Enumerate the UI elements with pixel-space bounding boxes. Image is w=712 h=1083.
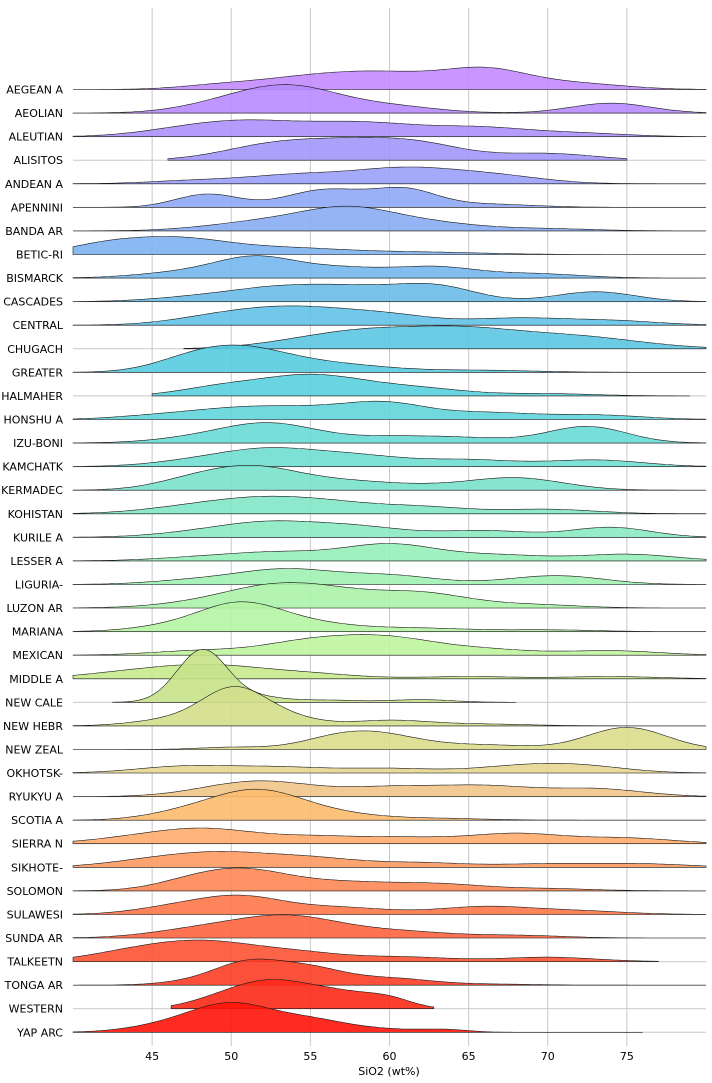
category-label: ALEUTIAN [9, 131, 63, 144]
category-label: LIGURIA- [15, 578, 63, 591]
category-label: BETIC-RI [16, 248, 63, 261]
category-label: MEXICAN [12, 649, 63, 662]
ridge-aegean-a [73, 66, 707, 90]
ridge-kohistan [72, 495, 707, 515]
ridge-betic-ri [72, 236, 706, 255]
ridge-greater [72, 344, 706, 373]
ridge-bismarck [72, 255, 706, 279]
category-label: RYUKYU A [9, 791, 64, 804]
category-label: CHUGACH [7, 343, 63, 356]
ridges [72, 66, 707, 1033]
category-label: KAMCHATK [2, 461, 63, 474]
category-label: TONGA AR [4, 979, 64, 992]
ridge-apennini [73, 187, 706, 208]
ridge-kermadec [72, 465, 706, 491]
category-label: SULAWESI [7, 908, 63, 921]
ridge-luzon-ar [72, 582, 706, 609]
category-label: SIKHOTE- [11, 861, 63, 874]
category-label: SUNDA AR [5, 932, 63, 945]
category-label: APENNINI [11, 201, 63, 214]
ridge-scotia-a [72, 788, 706, 821]
ridge-honshu-a [72, 400, 707, 420]
ridge-banda-ar [73, 205, 706, 232]
ridge-sierra-n [72, 827, 707, 844]
category-label: AEOLIAN [15, 107, 63, 120]
ridge-talkeetn [72, 939, 659, 962]
ridge-kamchatk [72, 447, 707, 467]
category-label: HALMAHER [1, 390, 63, 403]
ridge-chugach [183, 325, 707, 350]
ridge-western [170, 979, 435, 1009]
x-tick-label: 45 [145, 1050, 159, 1063]
x-axis-label: SiO2 (wt%) [358, 1065, 420, 1078]
category-label: NEW HEBR [3, 720, 63, 733]
category-label: KOHISTAN [8, 508, 63, 521]
x-axis-ticks: 45 50 55 60 65 70 75 [145, 1050, 634, 1063]
ridge-new-cale [112, 648, 517, 703]
ridge-aeolian [72, 84, 707, 114]
ridge-new-hebr [72, 686, 706, 727]
ridge-solomon [72, 867, 706, 892]
category-label: SOLOMON [7, 885, 63, 898]
ridge-sunda-ar [72, 914, 706, 939]
category-label: CASCADES [3, 296, 63, 309]
category-label: MIDDLE A [9, 673, 63, 686]
ridge-aleutian [72, 119, 707, 137]
ridge-liguria [72, 568, 707, 585]
category-label: ALISITOS [14, 154, 64, 167]
x-tick-label: 70 [541, 1050, 555, 1063]
ridge-halmaher [151, 373, 691, 397]
ridge-izu-boni [72, 422, 707, 444]
x-tick-label: 60 [383, 1050, 397, 1063]
ridge-alisitos [167, 137, 628, 161]
ridge-kurile-a [72, 520, 707, 538]
ridge-mariana [72, 601, 706, 632]
category-label: LESSER A [10, 555, 63, 568]
x-tick-label: 65 [462, 1050, 476, 1063]
ridge-tonga-ar [73, 958, 706, 986]
category-label: SIERRA N [12, 838, 63, 851]
x-tick-label: 55 [303, 1050, 317, 1063]
x-tick-label: 50 [224, 1050, 238, 1063]
category-label: NEW CALE [5, 696, 63, 709]
ridge-new-zeal [73, 727, 707, 750]
category-label: ANDEAN A [5, 178, 63, 191]
category-label: LUZON AR [6, 602, 63, 615]
category-label: BISMARCK [6, 272, 64, 285]
category-label: CENTRAL [13, 319, 64, 332]
category-label: KERMADEC [1, 484, 63, 497]
ridge-okhotsk [72, 763, 707, 774]
category-label: HONSHU A [4, 413, 64, 426]
category-label: MARIANA [12, 626, 64, 639]
category-label: SCOTIA A [11, 814, 63, 827]
ridge-yap-arc [72, 1002, 643, 1033]
category-label: YAP ARC [16, 1026, 63, 1039]
ridge-central [72, 305, 707, 326]
category-label: NEW ZEAL [5, 743, 64, 756]
category-label: BANDA AR [5, 225, 63, 238]
category-label: AEGEAN A [6, 84, 63, 97]
category-label: TALKEETN [6, 956, 63, 969]
category-label: WESTERN [9, 1003, 63, 1016]
category-labels: AEGEAN A AEOLIAN ALEUTIAN ALISITOS ANDEAN A A… [1, 84, 64, 1040]
category-label: OKHOTSK- [6, 767, 63, 780]
ridge-sulawesi [72, 894, 707, 915]
x-tick-label: 75 [620, 1050, 634, 1063]
ridge-cascades [72, 283, 707, 302]
category-label: GREATER [12, 366, 63, 379]
category-label: IZU-BONI [13, 437, 63, 450]
ridge-lesser-a [72, 543, 707, 562]
ridge-andean-a [72, 166, 706, 185]
ridge-sikhote [72, 851, 707, 868]
ridge-mexican [72, 634, 707, 656]
category-label: KURILE A [13, 531, 63, 544]
